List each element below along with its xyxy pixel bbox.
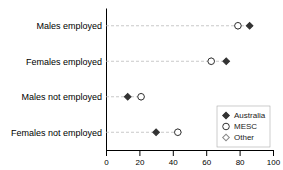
legend-item: MESC bbox=[223, 122, 258, 131]
x-tick-label: 20 bbox=[135, 158, 144, 167]
x-tick-label: 80 bbox=[236, 158, 245, 167]
legend-label: MESC bbox=[234, 122, 257, 131]
legend-symbol bbox=[223, 134, 230, 141]
x-tick-label: 0 bbox=[104, 158, 109, 167]
y-tick-label: Females not employed bbox=[11, 128, 102, 138]
x-tick: 100 bbox=[267, 150, 281, 167]
x-tick-mark bbox=[139, 150, 140, 156]
y-tick-label: Males employed bbox=[36, 21, 102, 31]
y-tick-label: Females employed bbox=[26, 57, 102, 67]
y-axis-line bbox=[106, 9, 107, 151]
dot bbox=[235, 22, 242, 29]
y-tick: Females not employed bbox=[11, 128, 106, 138]
guide-line bbox=[106, 96, 141, 97]
dot bbox=[208, 58, 215, 65]
legend-label: Other bbox=[234, 133, 254, 142]
plot: 0 20 40 60 80 100 Females not employed Males no… bbox=[11, 9, 281, 167]
dot bbox=[153, 129, 160, 136]
y-axis: Females not employed Males not employed Fe… bbox=[11, 9, 107, 151]
legend: Australia MESC Other bbox=[217, 106, 270, 147]
x-tick-mark bbox=[273, 150, 274, 156]
legend-item: Australia bbox=[223, 111, 266, 120]
x-tick: 80 bbox=[236, 150, 245, 167]
dot bbox=[175, 129, 182, 136]
guide-line bbox=[106, 132, 178, 133]
dot bbox=[124, 93, 131, 100]
dot bbox=[174, 129, 181, 136]
legend-item: Other bbox=[223, 133, 255, 142]
x-tick-label: 100 bbox=[267, 158, 281, 167]
x-tick-label: 40 bbox=[169, 158, 178, 167]
x-tick: 60 bbox=[202, 150, 211, 167]
series bbox=[138, 22, 241, 135]
dot bbox=[235, 22, 242, 29]
y-tick: Males not employed bbox=[21, 92, 106, 102]
dot bbox=[208, 58, 215, 65]
x-tick-label: 60 bbox=[202, 158, 211, 167]
x-tick-mark bbox=[173, 150, 174, 156]
legend-label: Australia bbox=[234, 111, 266, 120]
x-tick: 0 bbox=[104, 150, 109, 167]
legend-frame bbox=[217, 106, 270, 147]
dot bbox=[138, 93, 145, 100]
dot bbox=[246, 22, 253, 29]
dot bbox=[223, 58, 230, 65]
chart: 0 20 40 60 80 100 Females not employed Males no… bbox=[0, 0, 283, 170]
legend-symbol bbox=[223, 112, 230, 119]
x-axis: 0 20 40 60 80 100 bbox=[104, 150, 280, 167]
legend-symbol bbox=[223, 123, 230, 130]
x-tick-mark bbox=[240, 150, 241, 156]
series bbox=[138, 22, 241, 135]
y-tick: Females employed bbox=[26, 57, 106, 67]
guide-line bbox=[106, 25, 250, 26]
dot bbox=[138, 93, 145, 100]
x-axis-line bbox=[107, 151, 274, 157]
x-tick-mark bbox=[106, 150, 107, 156]
y-tick-label: Males not employed bbox=[21, 92, 102, 102]
y-tick: Males employed bbox=[36, 21, 106, 31]
x-tick-mark bbox=[206, 150, 207, 156]
x-tick: 20 bbox=[135, 150, 144, 167]
x-tick: 40 bbox=[169, 150, 178, 167]
